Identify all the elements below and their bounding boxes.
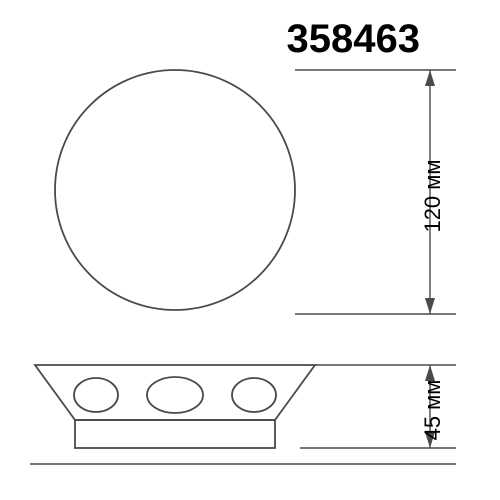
height-dimension-label: 120 мм — [420, 159, 445, 232]
model-number: 358463 — [287, 17, 420, 61]
depth-dimension-label: 45 мм — [420, 380, 445, 441]
